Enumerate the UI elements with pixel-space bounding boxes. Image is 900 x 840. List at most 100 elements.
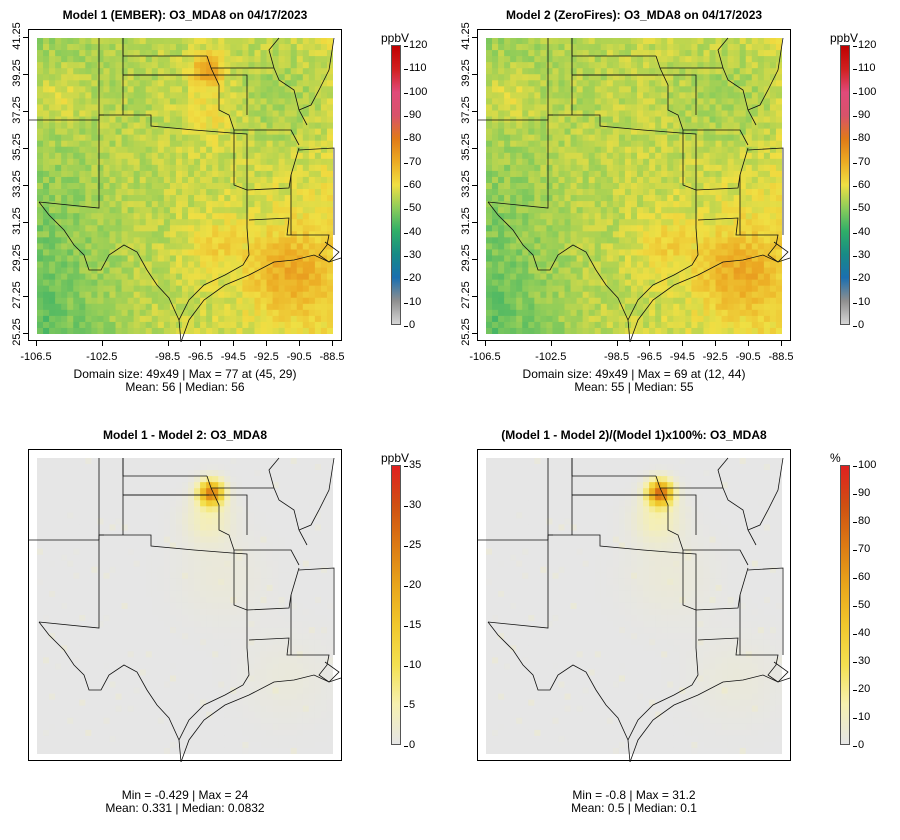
grid-cell [498,195,505,202]
grid-cell [67,140,74,148]
grid-cell [224,225,231,232]
grid-cell [73,158,80,166]
grid-cell [637,140,644,148]
grid-cell [49,62,56,69]
grid-cell [157,74,165,81]
grid-cell [157,225,165,232]
grid-cell [594,261,602,268]
grid-cell [486,309,493,317]
grid-cell [127,255,135,262]
grid-cell [498,128,505,136]
grid-cell [691,68,698,75]
grid-cell [55,285,62,293]
grid-cell [679,261,686,268]
grid-cell [157,458,165,465]
grid-cell [685,297,692,305]
grid-cell [308,237,316,244]
grid-cell [67,231,74,238]
grid-cell [510,80,517,87]
grid-cell [630,110,638,117]
grid-cell [67,80,74,87]
grid-cell [121,309,129,317]
grid-cell [510,243,517,250]
grid-cell [679,92,686,99]
grid-cell [534,176,541,184]
grid-cell [600,164,608,172]
grid-cell [79,249,86,256]
grid-cell [721,321,729,329]
grid-cell [260,56,267,63]
grid-cell [612,44,620,51]
grid-cell [685,237,692,244]
grid-cell [564,152,571,160]
grid-cell [320,134,328,142]
state-borders [29,30,343,342]
grid-cell [206,327,213,334]
grid-cell [109,225,116,232]
grid-cell [97,309,104,317]
grid-cell [308,110,316,117]
grid-cell [212,309,219,317]
grid-cell [230,110,237,117]
y-tick-label: 25.25 [460,318,472,346]
grid-cell [655,56,662,63]
grid-cell [272,303,280,311]
grid-cell [564,261,571,268]
grid-cell [296,44,304,51]
grid-cell [85,195,92,202]
grid-cell [727,207,735,214]
grid-cell [649,243,656,250]
grid-cell [564,237,571,244]
grid-cell [320,122,328,130]
grid-cell [570,56,578,63]
grid-cell [97,68,104,75]
grid-cell [600,128,608,136]
grid-cell [242,201,249,208]
grid-cell [498,189,505,196]
x-tick-label: -96.5 [187,351,213,363]
grid-cell [242,261,249,268]
grid-cell [715,189,722,196]
grid-cell [302,219,310,226]
grid-cell [522,195,529,202]
grid-cell [212,273,219,281]
grid-cell [284,164,292,172]
grid-cell [139,182,147,190]
grid-cell [254,458,261,465]
grid-cell [236,128,243,136]
grid-cell [97,80,104,87]
grid-cell [745,74,753,81]
grid-cell [278,213,286,220]
grid-cell [630,243,638,250]
grid-cell [769,128,777,136]
grid-cell [85,146,92,154]
grid-cell [516,62,523,69]
grid-cell [739,122,747,130]
grid-cell [606,182,614,190]
grid-cell [709,309,716,317]
grid-cell [73,213,80,220]
grid-cell [67,98,74,105]
grid-cell [643,297,650,305]
grid-cell [115,110,122,117]
grid-cell [570,176,578,184]
color-scale-tick: 50 [852,202,871,215]
grid-cell [242,128,249,136]
grid-cell [745,44,753,51]
grid-cell [103,50,110,57]
grid-cell [326,146,333,154]
grid-cell [236,170,243,178]
grid-cell [61,189,68,196]
grid-cell [570,297,578,305]
grid-cell [570,267,578,274]
grid-cell [320,98,328,105]
grid-cell [775,104,782,111]
grid-cell [206,104,213,111]
grid-cell [540,321,547,329]
grid-cell [498,207,505,214]
grid-cell [769,152,777,160]
grid-cell [486,182,493,190]
grid-cell [576,116,584,123]
grid-cell [570,213,578,220]
grid-cell [224,74,231,81]
